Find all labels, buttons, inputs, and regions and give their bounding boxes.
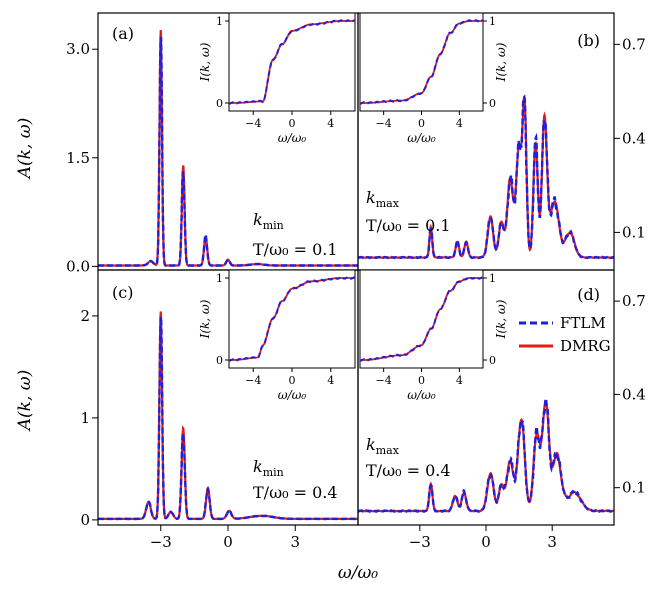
xtick-label: −3 [409, 533, 431, 551]
k-annotation: kmin [253, 457, 284, 479]
inset-frame [359, 12, 484, 112]
ytick-label: 0.4 [622, 129, 646, 147]
xtick-label: 0 [223, 533, 233, 551]
inset-1: −4 0 4 0 1 ω/ω₀ I(k, ω) [359, 12, 508, 145]
panel-1: 0.1 0.4 0.7 (b) kmax T/ω₀ = 0.1 −4 0 4 0 1 ω/ω₀ I(k,… [357, 12, 646, 271]
legend: FTLM DMRG [519, 314, 611, 355]
inset-ytick-label: 0 [489, 354, 496, 367]
inset-y-axis-label: I(k, ω) [494, 42, 508, 82]
ftlm-curve-2 [98, 316, 358, 521]
inset-x-axis-label: ω/ω₀ [278, 388, 307, 402]
shared-x-axis-label: ω/ω₀ [338, 563, 378, 583]
inset-ftlm-curve [360, 19, 483, 105]
inset-xtick-label: −4 [245, 117, 261, 130]
dmrg-curve-0 [98, 29, 358, 267]
inset-y-axis-label: I(k, ω) [198, 42, 212, 82]
inset-ytick-label: 1 [216, 15, 223, 28]
panels-group: 0.0 1.5 3.0 (a) kmin T/ω₀ = 0.1 −4 0 4 0 1 ω/ω₀ I(k,… [66, 12, 646, 551]
ftlm-curve-3 [358, 397, 614, 513]
inset-xtick-label: −4 [245, 374, 261, 387]
temperature-annotation: T/ω₀ = 0.1 [253, 240, 338, 259]
inset-xtick-label: −4 [376, 117, 392, 130]
panel-label: (b) [577, 31, 600, 50]
panel-2: 0 1 2 −3 0 3 (c) kmin T/ω₀ = 0.4 −4 0 4 0 1 ω/ω₀ I(k, ω… [80, 269, 359, 551]
ftlm-curve-1 [358, 96, 614, 260]
k-annotation: kmin [253, 210, 284, 232]
inset-ytick-label: 1 [216, 272, 223, 285]
inset-x-axis-label: ω/ω₀ [407, 388, 436, 402]
ytick-label: 1.5 [66, 149, 90, 167]
temperature-annotation: T/ω₀ = 0.4 [366, 461, 451, 480]
inset-xtick-label: 0 [289, 374, 296, 387]
xtick-label: 0 [481, 533, 491, 551]
inset-ytick-label: 0 [216, 97, 223, 110]
inset-xtick-label: 4 [327, 117, 334, 130]
shared-y-axis-label-bottom: A(k, ω) [15, 370, 35, 433]
temperature-annotation: T/ω₀ = 0.4 [253, 483, 338, 502]
ytick-label: 0 [80, 511, 90, 529]
inset-xtick-label: 0 [418, 117, 425, 130]
inset-2: −4 0 4 0 1 ω/ω₀ I(k, ω) [198, 269, 356, 402]
panel-label: (c) [112, 283, 133, 302]
ytick-label: 0.7 [622, 35, 646, 53]
panel-label: (a) [112, 24, 134, 43]
legend-ftlm-label: FTLM [560, 314, 606, 332]
inset-xtick-label: −4 [376, 374, 392, 387]
inset-ytick-label: 0 [216, 354, 223, 367]
panel-0: 0.0 1.5 3.0 (a) kmin T/ω₀ = 0.1 −4 0 4 0 1 ω/ω₀ I(k,… [66, 12, 359, 275]
inset-x-axis-label: ω/ω₀ [407, 131, 436, 145]
xtick-label: −3 [150, 533, 172, 551]
panel-label: (d) [577, 285, 600, 304]
xtick-label: 3 [290, 533, 300, 551]
shared-y-axis-label-top: A(k, ω) [15, 118, 35, 181]
inset-ytick-label: 0 [489, 97, 496, 110]
ytick-label: 3.0 [66, 40, 90, 58]
inset-xtick-label: 4 [327, 374, 334, 387]
inset-y-axis-label: I(k, ω) [198, 299, 212, 339]
inset-3: −4 0 4 0 1 ω/ω₀ I(k, ω) [359, 269, 508, 402]
inset-ytick-label: 1 [489, 272, 496, 285]
k-annotation: kmax [366, 435, 400, 457]
inset-xtick-label: 4 [456, 117, 463, 130]
k-annotation: kmax [366, 188, 400, 210]
inset-frame [359, 269, 484, 369]
ytick-label: 1 [80, 409, 90, 427]
xtick-label: 3 [547, 533, 557, 551]
ytick-label: 0.1 [622, 223, 646, 241]
ytick-label: 0.0 [66, 257, 90, 275]
inset-ytick-label: 1 [489, 15, 496, 28]
inset-frame [228, 12, 356, 112]
inset-ftlm-curve [229, 19, 355, 105]
inset-dmrg-curve [360, 277, 483, 361]
inset-xtick-label: 0 [418, 374, 425, 387]
inset-xtick-label: 4 [456, 374, 463, 387]
inset-0: −4 0 4 0 1 ω/ω₀ I(k, ω) [198, 12, 356, 145]
ytick-label: 0.7 [622, 292, 646, 310]
inset-y-axis-label: I(k, ω) [494, 299, 508, 339]
ytick-label: 2 [80, 307, 90, 325]
legend-dmrg-label: DMRG [560, 337, 611, 355]
inset-frame [228, 269, 356, 369]
ytick-label: 0.4 [622, 385, 646, 403]
inset-xtick-label: 0 [289, 117, 296, 130]
inset-x-axis-label: ω/ω₀ [278, 131, 307, 145]
ytick-label: 0.1 [622, 479, 646, 497]
panel-3: 0.1 0.4 0.7 −3 0 3 (d) kmax T/ω₀ = 0.4 −4 0 4 0 1 ω/ω₀… [357, 269, 646, 551]
temperature-annotation: T/ω₀ = 0.1 [366, 216, 451, 235]
inset-dmrg-curve [229, 277, 355, 361]
